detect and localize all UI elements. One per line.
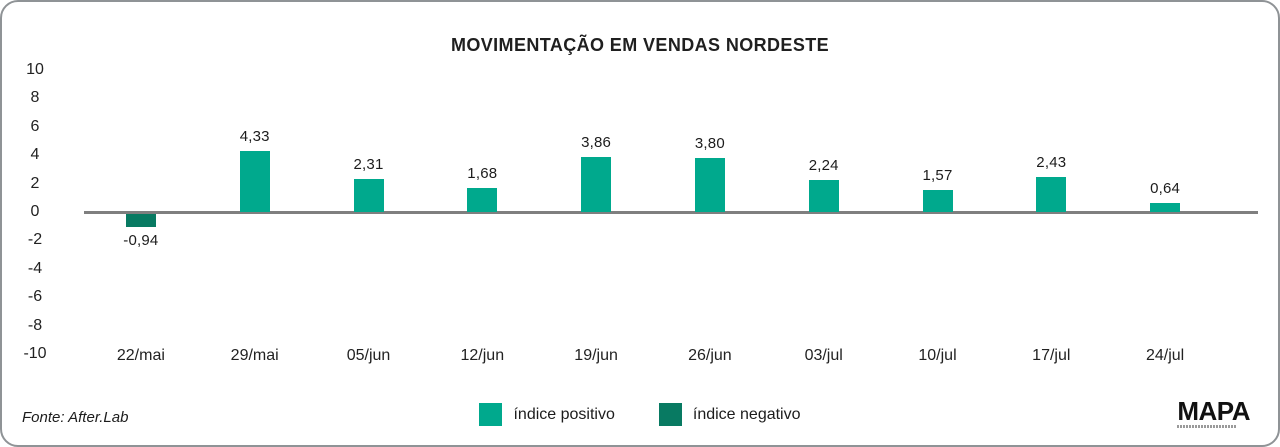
bar-value-label: -0,94 — [123, 232, 159, 250]
bar — [922, 189, 953, 212]
bar-value-label: 0,64 — [1150, 179, 1181, 197]
y-axis-tick-label: 10 — [26, 61, 44, 78]
mapa-logo-word: MAPA — [1177, 396, 1250, 426]
x-axis-label: 17/jul — [1032, 347, 1071, 364]
y-axis-tick-label: -6 — [27, 288, 43, 306]
y-axis-tick-label: 8 — [30, 89, 40, 107]
bar-value-label: 2,31 — [353, 156, 384, 174]
legend-item-positive: índice positivo — [479, 403, 615, 426]
x-axis-label: 22/mai — [116, 347, 165, 364]
bar — [467, 188, 498, 212]
bar-value-label: 4,33 — [239, 127, 270, 145]
y-axis-tick-label: 0 — [30, 203, 40, 220]
x-axis-label: 29/mai — [230, 347, 279, 364]
y-axis-tick-label: -2 — [27, 231, 43, 249]
x-axis-label: 24/jul — [1145, 347, 1185, 364]
negative-swatch-icon — [658, 403, 682, 426]
source-note: Fonte: After.Lab — [22, 409, 129, 426]
y-axis-tick-label: 6 — [30, 117, 40, 135]
bar-value-label: 3,80 — [694, 135, 725, 153]
chart-title: MOVIMENTAÇÃO EM VENDAS NORDESTE — [450, 35, 830, 55]
legend-label-negative: índice negativo — [692, 405, 801, 423]
mapa-logo-tagline — [1177, 425, 1238, 428]
bar — [239, 150, 270, 212]
x-axis-label: 05/jun — [346, 347, 391, 364]
x-axis-label: 10/jul — [918, 347, 957, 364]
bar — [353, 179, 384, 212]
positive-swatch-icon — [479, 403, 503, 426]
bar — [1036, 177, 1067, 212]
mapa-logo: MAPA — [1177, 398, 1250, 428]
bar-value-label: 2,43 — [1036, 154, 1067, 172]
y-axis-tick-label: -8 — [27, 316, 43, 334]
bar — [1150, 202, 1181, 212]
x-axis-label: 26/jun — [688, 347, 732, 364]
bar — [125, 214, 156, 228]
zero-axis-line — [84, 211, 1258, 214]
y-axis-tick-label: -10 — [23, 345, 47, 362]
y-axis-tick-label: -4 — [27, 259, 43, 277]
x-axis-label: 03/jul — [804, 347, 843, 364]
y-axis-tick-label: 4 — [30, 146, 40, 164]
legend-item-negative: índice negativo — [658, 403, 801, 426]
bar-value-label: 2,24 — [808, 157, 839, 175]
bar-value-label: 1,57 — [922, 166, 953, 184]
legend: índice positivo índice negativo — [2, 403, 1278, 426]
y-axis-tick-label: 2 — [30, 174, 40, 192]
x-axis-label: 12/jun — [460, 347, 505, 364]
bar — [581, 157, 612, 212]
bar — [808, 180, 839, 212]
bar — [694, 158, 725, 212]
bar-value-label: 1,68 — [467, 165, 498, 183]
bar-value-label: 3,86 — [581, 134, 612, 152]
x-axis-label: 19/jun — [574, 347, 618, 364]
legend-label-positive: índice positivo — [513, 405, 615, 423]
